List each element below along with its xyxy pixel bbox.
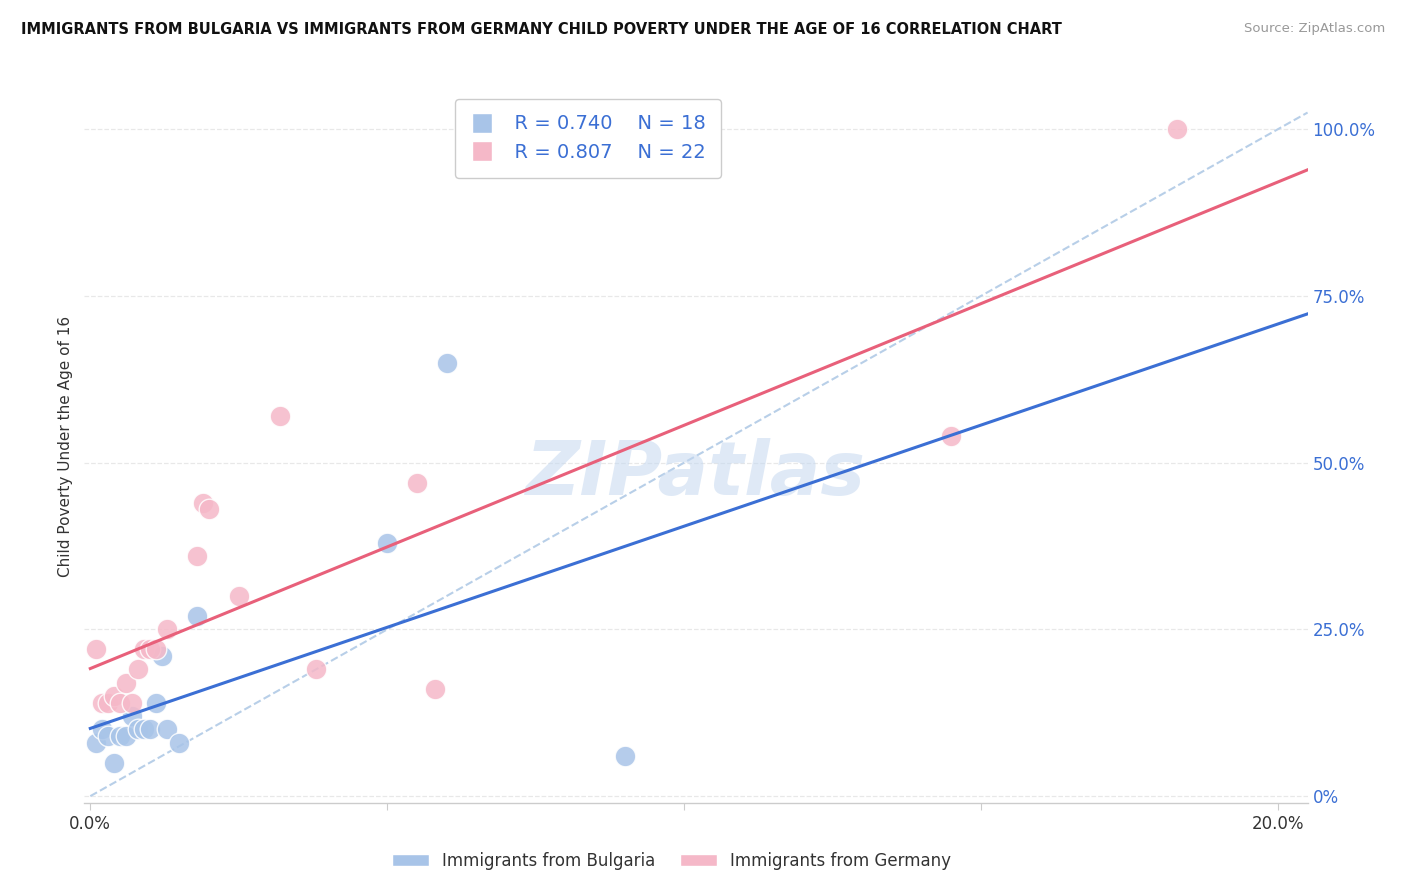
Point bbox=[375, 535, 398, 549]
Point bbox=[108, 696, 131, 710]
Point bbox=[84, 736, 107, 750]
Point bbox=[186, 609, 208, 624]
Point bbox=[1166, 122, 1188, 136]
Point bbox=[97, 729, 120, 743]
Text: ZIPatlas: ZIPatlas bbox=[526, 438, 866, 511]
Point bbox=[191, 496, 214, 510]
Point bbox=[613, 749, 636, 764]
Point bbox=[423, 682, 446, 697]
Point bbox=[84, 642, 107, 657]
Point bbox=[145, 642, 167, 657]
Point bbox=[127, 723, 149, 737]
Point bbox=[145, 696, 167, 710]
Point bbox=[186, 549, 208, 563]
Point bbox=[121, 709, 143, 723]
Text: Source: ZipAtlas.com: Source: ZipAtlas.com bbox=[1244, 22, 1385, 36]
Point bbox=[103, 689, 125, 703]
Point bbox=[169, 736, 191, 750]
Point bbox=[121, 696, 143, 710]
Point bbox=[108, 729, 131, 743]
Legend: Immigrants from Bulgaria, Immigrants from Germany: Immigrants from Bulgaria, Immigrants fro… bbox=[385, 846, 957, 877]
Point bbox=[156, 623, 179, 637]
Point bbox=[228, 589, 250, 603]
Point bbox=[305, 662, 328, 676]
Point bbox=[132, 723, 155, 737]
Point bbox=[269, 409, 291, 423]
Point bbox=[91, 723, 114, 737]
Point bbox=[132, 642, 155, 657]
Point bbox=[406, 475, 429, 490]
Point bbox=[138, 642, 160, 657]
Point bbox=[198, 502, 221, 516]
Point bbox=[115, 729, 138, 743]
Point bbox=[97, 696, 120, 710]
Point bbox=[127, 662, 149, 676]
Point bbox=[91, 696, 114, 710]
Point bbox=[150, 649, 173, 664]
Point bbox=[138, 723, 160, 737]
Y-axis label: Child Poverty Under the Age of 16: Child Poverty Under the Age of 16 bbox=[58, 316, 73, 576]
Point bbox=[941, 429, 963, 443]
Point bbox=[103, 756, 125, 770]
Text: IMMIGRANTS FROM BULGARIA VS IMMIGRANTS FROM GERMANY CHILD POVERTY UNDER THE AGE : IMMIGRANTS FROM BULGARIA VS IMMIGRANTS F… bbox=[21, 22, 1062, 37]
Point bbox=[156, 723, 179, 737]
Point bbox=[115, 675, 138, 690]
Point bbox=[436, 356, 458, 370]
